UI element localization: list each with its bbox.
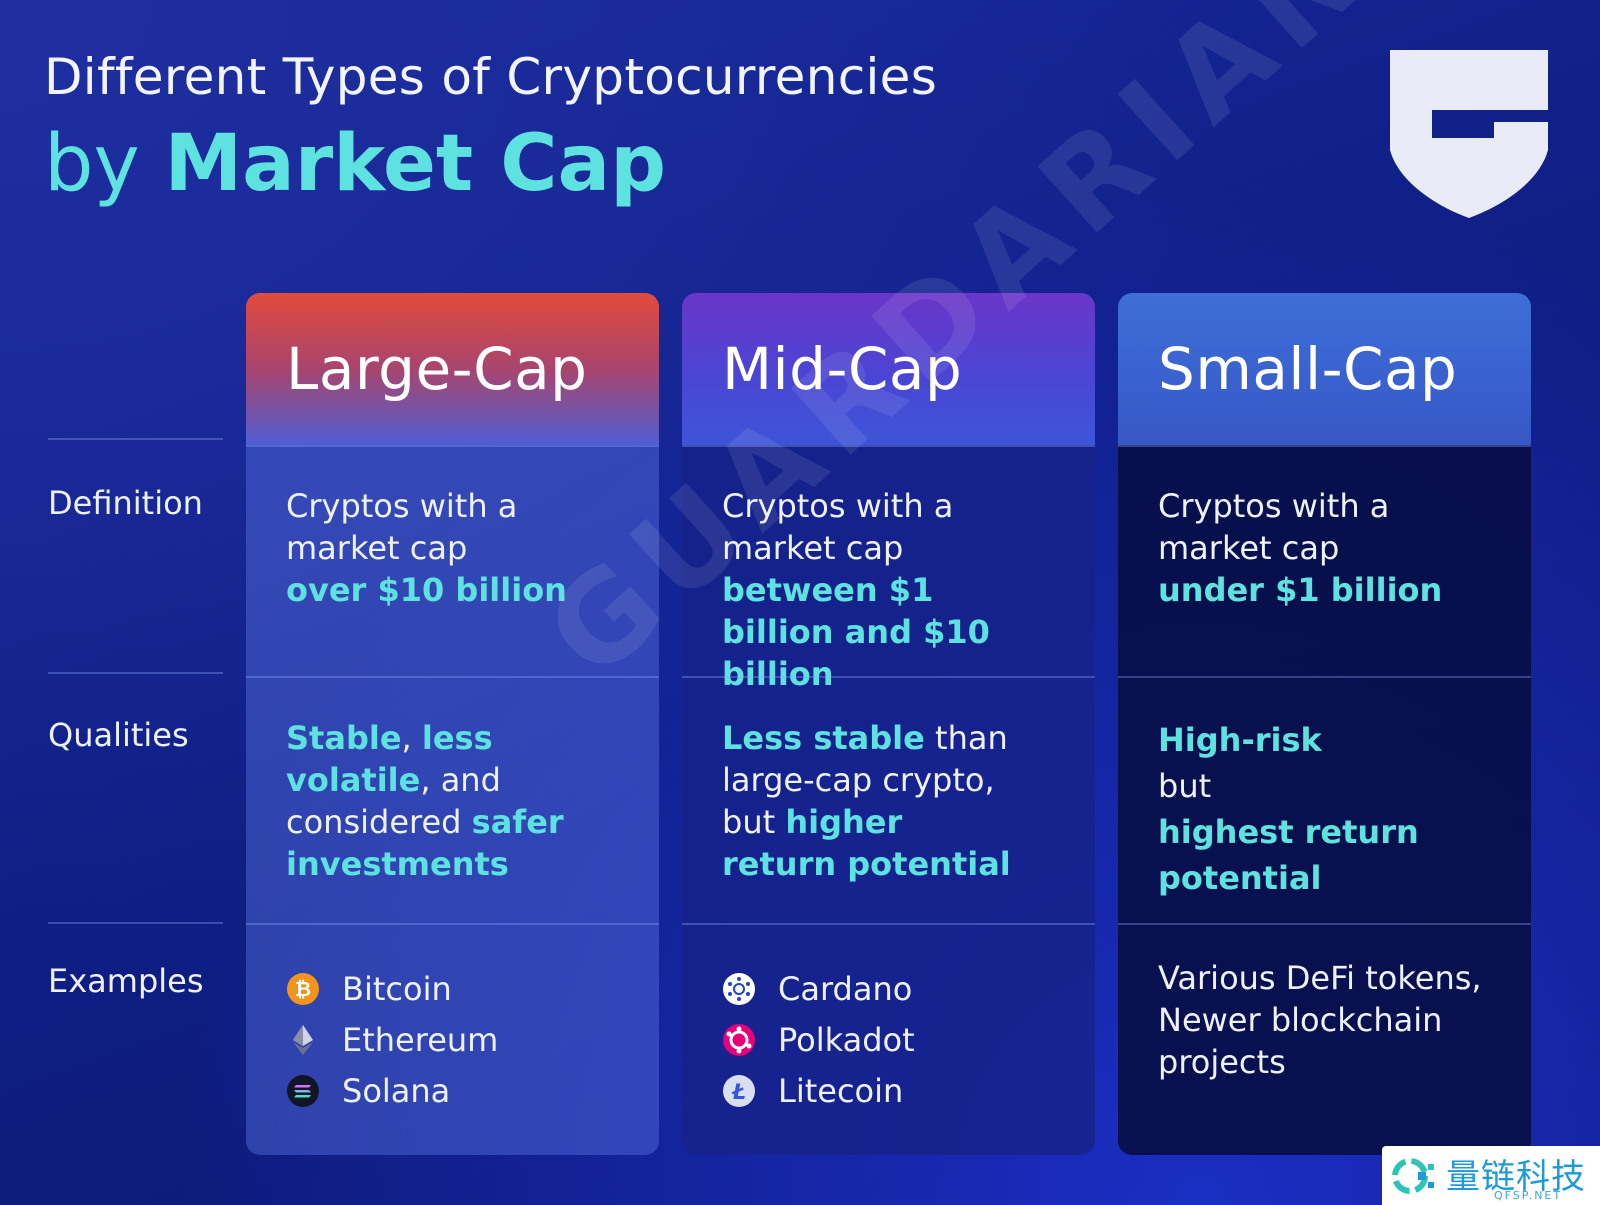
definition-cell: Cryptos with a market cap under $1 billi… bbox=[1158, 485, 1511, 611]
row-divider bbox=[1118, 676, 1531, 678]
page-subtitle: by Market Cap bbox=[44, 125, 666, 203]
column-header-mid-cap: Mid-Cap bbox=[682, 293, 1095, 445]
guardarian-shield-icon bbox=[1390, 50, 1548, 218]
definition-text: Cryptos with a market cap bbox=[722, 487, 954, 567]
qualities-text: but bbox=[1158, 767, 1212, 805]
solana-icon bbox=[286, 1074, 320, 1108]
svg-text:Ł: Ł bbox=[731, 1080, 746, 1104]
footer-badge-text: 量链科技 bbox=[1446, 1157, 1586, 1197]
qualities-cell: Less stable than large-cap crypto, but h… bbox=[722, 717, 1022, 885]
example-item: Ethereum bbox=[286, 1014, 639, 1065]
definition-cell: Cryptos with a market cap between $1 bil… bbox=[722, 485, 1075, 695]
examples-cell: ₿ Bitcoin Ethereum Solana bbox=[286, 963, 639, 1116]
example-name: Cardano bbox=[778, 969, 913, 1008]
qualities-text: than large-cap crypto, but bbox=[722, 719, 1008, 841]
cardano-icon bbox=[722, 972, 756, 1006]
example-name: Bitcoin bbox=[342, 969, 452, 1008]
column-title: Mid-Cap bbox=[722, 335, 963, 403]
qualities-cell: High-risk but highest return potential bbox=[1158, 717, 1438, 901]
qualities-cell: Stable, less volatile, and considered sa… bbox=[286, 717, 586, 885]
page-title: Different Types of Cryptocurrencies bbox=[44, 48, 938, 106]
qfsp-logo-icon bbox=[1388, 1154, 1440, 1198]
qualities-highlight: safer investments bbox=[286, 803, 564, 883]
row-divider bbox=[246, 445, 659, 447]
example-name: Polkadot bbox=[778, 1020, 915, 1059]
qualities-highlight: Stable bbox=[286, 719, 402, 757]
ethereum-icon bbox=[286, 1023, 320, 1057]
column-mid-cap: Mid-Cap Cryptos with a market cap betwee… bbox=[682, 293, 1095, 1155]
row-divider bbox=[682, 676, 1095, 678]
column-title: Small-Cap bbox=[1158, 335, 1458, 403]
label-divider-3 bbox=[48, 922, 223, 924]
footer-badge-sub: QFSP.NET bbox=[1494, 1189, 1563, 1202]
label-divider-2 bbox=[48, 672, 223, 674]
qualities-highlight: highest return potential bbox=[1158, 813, 1419, 897]
bitcoin-icon: ₿ bbox=[286, 972, 320, 1006]
example-name: Litecoin bbox=[778, 1071, 904, 1110]
example-item: Cardano bbox=[722, 963, 1075, 1014]
example-name: Solana bbox=[342, 1071, 451, 1110]
footer-badge: 量链科技 QFSP.NET bbox=[1382, 1146, 1600, 1205]
litecoin-icon: Ł bbox=[722, 1074, 756, 1108]
subtitle-highlight: Market Cap bbox=[164, 119, 667, 209]
definition-highlight: over $10 billion bbox=[286, 571, 567, 609]
column-header-large-cap: Large-Cap bbox=[246, 293, 659, 445]
qualities-highlight: higher return potential bbox=[722, 803, 1011, 883]
example-line: projects bbox=[1158, 1043, 1286, 1081]
example-line: Newer blockchain bbox=[1158, 1001, 1443, 1039]
label-divider-1 bbox=[48, 438, 223, 440]
example-line: Various DeFi tokens, bbox=[1158, 959, 1482, 997]
examples-cell: Cardano Polkadot Ł Litecoin bbox=[722, 963, 1075, 1116]
row-divider bbox=[246, 923, 659, 925]
column-large-cap: Large-Cap Cryptos with a market cap over… bbox=[246, 293, 659, 1155]
row-divider bbox=[246, 676, 659, 678]
example-name: Ethereum bbox=[342, 1020, 499, 1059]
definition-highlight: under $1 billion bbox=[1158, 571, 1443, 609]
qualities-highlight: High-risk bbox=[1158, 721, 1322, 759]
example-item: ₿ Bitcoin bbox=[286, 963, 639, 1014]
example-item: Solana bbox=[286, 1065, 639, 1116]
row-divider bbox=[1118, 923, 1531, 925]
qualities-text: , and considered bbox=[286, 761, 501, 841]
row-label-qualities: Qualities bbox=[48, 716, 189, 754]
row-divider bbox=[682, 445, 1095, 447]
svg-text:₿: ₿ bbox=[295, 977, 311, 1001]
qualities-highlight: Less stable bbox=[722, 719, 925, 757]
qualities-text: , bbox=[401, 719, 422, 757]
example-item: Polkadot bbox=[722, 1014, 1075, 1065]
column-small-cap: Small-Cap Cryptos with a market cap unde… bbox=[1118, 293, 1531, 1155]
subtitle-prefix: by bbox=[44, 119, 165, 209]
definition-highlight: between $1 billion and $10 billion bbox=[722, 571, 990, 693]
definition-cell: Cryptos with a market cap over $10 billi… bbox=[286, 485, 639, 611]
examples-cell: Various DeFi tokens, Newer blockchain pr… bbox=[1158, 957, 1511, 1083]
example-item: Ł Litecoin bbox=[722, 1065, 1075, 1116]
row-label-examples: Examples bbox=[48, 962, 204, 1000]
row-divider bbox=[682, 923, 1095, 925]
qualities-highlight: less volatile bbox=[286, 719, 493, 799]
column-title: Large-Cap bbox=[286, 335, 588, 403]
definition-text: Cryptos with a market cap bbox=[286, 487, 518, 567]
column-header-small-cap: Small-Cap bbox=[1118, 293, 1531, 445]
row-label-definition: Definition bbox=[48, 484, 203, 522]
row-divider bbox=[1118, 445, 1531, 447]
polkadot-icon bbox=[722, 1023, 756, 1057]
definition-text: Cryptos with a market cap bbox=[1158, 487, 1390, 567]
